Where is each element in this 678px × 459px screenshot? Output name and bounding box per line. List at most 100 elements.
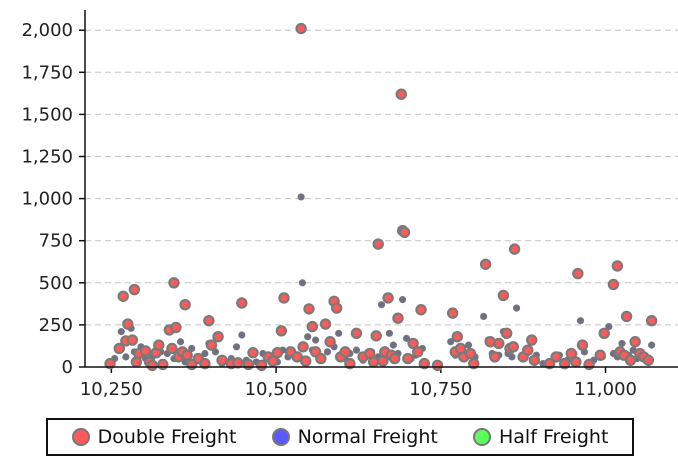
data-point-double-freight[interactable] (199, 357, 211, 370)
data-point-double-freight[interactable] (117, 290, 129, 302)
data-point-double-freight[interactable] (367, 356, 380, 368)
data-point-double-freight[interactable] (431, 359, 444, 372)
data-point-double-freight[interactable] (464, 347, 477, 360)
data-point-double-freight[interactable] (522, 344, 534, 356)
data-point-double-freight[interactable] (558, 357, 571, 370)
data-point-double-freight[interactable] (205, 339, 218, 351)
data-point-double-freight[interactable] (407, 337, 419, 350)
data-point-double-freight[interactable] (543, 357, 556, 370)
data-point-double-freight[interactable] (275, 325, 288, 337)
data-point-double-freight[interactable] (271, 346, 284, 359)
data-point-double-freight[interactable] (303, 303, 315, 315)
data-point-double-freight[interactable] (295, 22, 307, 35)
legend-item-half-freight[interactable]: Half Freight (473, 426, 608, 448)
data-point-double-freight[interactable] (508, 243, 521, 255)
data-point-normal-freight[interactable] (298, 279, 307, 287)
data-point-double-freight[interactable] (255, 359, 268, 372)
data-point-double-freight[interactable] (370, 330, 382, 342)
data-point-normal-freight[interactable] (648, 341, 656, 349)
data-point-double-freight[interactable] (629, 336, 641, 348)
data-point-normal-freight[interactable] (238, 331, 246, 339)
data-point-double-freight[interactable] (300, 355, 312, 367)
data-point-double-freight[interactable] (324, 336, 336, 348)
data-point-double-freight[interactable] (489, 351, 501, 363)
data-point-double-freight[interactable] (594, 349, 606, 361)
data-point-double-freight[interactable] (418, 357, 431, 370)
data-point-double-freight[interactable] (497, 289, 510, 302)
data-point-double-freight[interactable] (611, 260, 624, 272)
data-point-normal-freight[interactable] (480, 312, 488, 321)
data-point-double-freight[interactable] (565, 347, 577, 360)
data-point-double-freight[interactable] (278, 292, 290, 304)
data-point-normal-freight[interactable] (576, 317, 585, 325)
data-point-normal-freight[interactable] (176, 338, 185, 346)
data-point-double-freight[interactable] (645, 314, 658, 327)
data-point-double-freight[interactable] (500, 327, 513, 340)
data-point-double-freight[interactable] (526, 334, 538, 346)
data-point-double-freight[interactable] (247, 346, 259, 359)
data-point-double-freight[interactable] (212, 330, 224, 343)
data-point-normal-freight[interactable] (377, 301, 386, 309)
data-point-normal-freight[interactable] (304, 333, 312, 341)
data-point-double-freight[interactable] (319, 318, 332, 330)
data-point-double-freight[interactable] (146, 359, 158, 372)
data-point-double-freight[interactable] (339, 346, 351, 358)
data-point-double-freight[interactable] (402, 352, 414, 365)
data-point-normal-freight[interactable] (335, 329, 343, 337)
data-point-double-freight[interactable] (642, 354, 655, 366)
data-point-double-freight[interactable] (236, 297, 248, 309)
data-point-normal-freight[interactable] (385, 329, 394, 337)
data-point-double-freight[interactable] (451, 330, 463, 343)
data-point-double-freight[interactable] (412, 346, 424, 358)
data-point-double-freight[interactable] (139, 345, 152, 357)
data-point-normal-freight[interactable] (352, 346, 361, 354)
data-point-normal-freight[interactable] (297, 193, 305, 201)
data-point-double-freight[interactable] (620, 310, 633, 323)
data-point-double-freight[interactable] (550, 351, 562, 363)
data-point-double-freight[interactable] (122, 318, 134, 330)
data-point-double-freight[interactable] (607, 278, 620, 291)
data-point-double-freight[interactable] (572, 267, 584, 280)
data-point-normal-freight[interactable] (201, 349, 209, 358)
data-point-double-freight[interactable] (576, 339, 589, 351)
data-point-double-freight[interactable] (181, 349, 193, 361)
data-point-normal-freight[interactable] (402, 334, 411, 342)
data-point-double-freight[interactable] (168, 277, 180, 289)
data-point-double-freight[interactable] (330, 302, 343, 314)
data-point-double-freight[interactable] (344, 357, 356, 370)
data-point-double-freight[interactable] (170, 321, 182, 334)
data-point-normal-freight[interactable] (188, 344, 196, 353)
data-point-double-freight[interactable] (395, 88, 407, 100)
data-point-double-freight[interactable] (153, 339, 165, 351)
legend-item-double-freight[interactable]: Double Freight (71, 426, 236, 448)
data-point-double-freight[interactable] (315, 352, 327, 365)
data-point-normal-freight[interactable] (512, 304, 521, 312)
data-point-double-freight[interactable] (128, 283, 141, 296)
data-point-double-freight[interactable] (377, 355, 389, 367)
data-point-double-freight[interactable] (624, 354, 637, 366)
data-point-double-freight[interactable] (166, 342, 178, 355)
data-point-double-freight[interactable] (113, 342, 125, 355)
data-point-normal-freight[interactable] (464, 341, 473, 349)
data-point-double-freight[interactable] (203, 314, 215, 327)
data-point-double-freight[interactable] (104, 357, 116, 370)
data-point-double-freight[interactable] (507, 341, 519, 353)
data-point-double-freight[interactable] (598, 327, 610, 340)
data-point-double-freight[interactable] (388, 352, 401, 365)
data-point-double-freight[interactable] (126, 334, 139, 346)
data-point-normal-freight[interactable] (323, 348, 332, 356)
data-point-double-freight[interactable] (179, 298, 191, 311)
data-point-normal-freight[interactable] (618, 339, 626, 348)
data-point-double-freight[interactable] (306, 320, 319, 333)
data-point-double-freight[interactable] (216, 354, 228, 366)
legend-item-normal-freight[interactable]: Normal Freight (271, 426, 438, 448)
data-point-double-freight[interactable] (392, 312, 404, 324)
data-point-normal-freight[interactable] (389, 341, 397, 349)
data-point-double-freight[interactable] (415, 304, 427, 316)
data-point-double-freight[interactable] (493, 337, 505, 350)
data-point-normal-freight[interactable] (605, 322, 613, 331)
data-point-double-freight[interactable] (350, 327, 363, 340)
data-point-double-freight[interactable] (479, 258, 492, 270)
data-point-double-freight[interactable] (446, 307, 459, 319)
data-point-normal-freight[interactable] (122, 353, 130, 361)
